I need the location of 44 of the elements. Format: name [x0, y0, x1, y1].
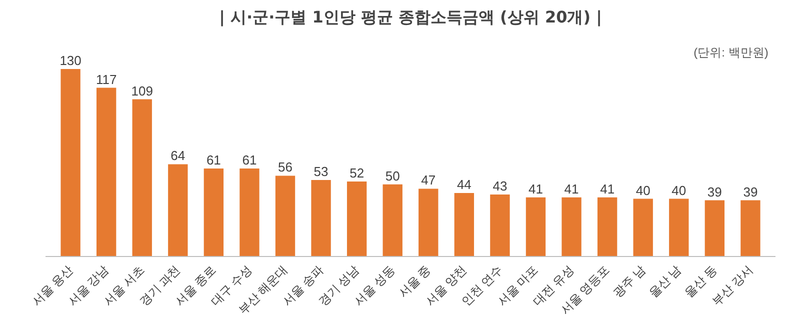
bar	[418, 188, 438, 256]
bar	[96, 88, 116, 256]
x-tick-label: 울산 남	[646, 262, 684, 300]
bar	[633, 198, 653, 256]
data-label: 41	[528, 181, 543, 196]
data-label: 47	[421, 172, 436, 188]
data-label: 40	[672, 182, 686, 198]
bar	[669, 198, 689, 256]
data-label: 117	[96, 72, 117, 87]
data-label: 40	[636, 182, 650, 198]
bar	[132, 99, 152, 256]
bar	[562, 197, 582, 256]
bar	[454, 193, 474, 256]
bar	[311, 180, 331, 256]
x-tick-label: 광주 남	[610, 262, 648, 300]
bar	[740, 200, 760, 256]
bar	[204, 168, 224, 256]
data-label: 43	[492, 178, 508, 194]
bar	[168, 164, 188, 256]
bar	[382, 184, 402, 256]
bar	[490, 194, 510, 256]
data-label: 50	[385, 168, 400, 184]
bar	[597, 197, 618, 256]
data-label: 56	[278, 160, 292, 175]
bar	[526, 197, 546, 256]
data-label: 61	[206, 152, 221, 168]
data-label: 64	[170, 148, 186, 164]
bar	[275, 176, 296, 256]
data-label: 41	[600, 181, 615, 196]
bar	[240, 168, 260, 256]
data-label: 109	[131, 83, 153, 98]
chart-title: | 시·군·구별 1인당 평균 종합소득금액 (상위 20개) |	[219, 8, 602, 26]
data-label: 53	[314, 164, 328, 180]
data-label: 39	[743, 184, 758, 200]
data-label: 41	[564, 181, 579, 196]
bar	[60, 69, 80, 256]
data-label: 44	[456, 177, 472, 192]
data-label: 52	[350, 166, 364, 180]
bar	[704, 200, 725, 256]
data-label: 39	[707, 184, 722, 200]
data-label: 61	[242, 152, 257, 168]
data-label: 130	[60, 53, 82, 68]
text: (단위: 백만원)	[694, 46, 768, 60]
bar	[346, 182, 367, 256]
